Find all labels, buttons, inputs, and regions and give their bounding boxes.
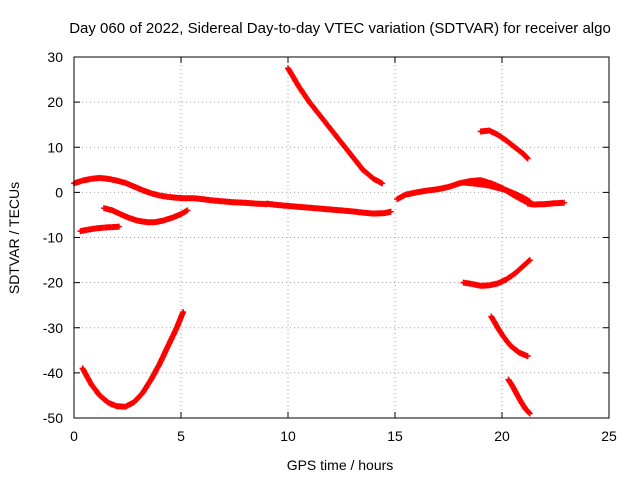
interpolated-points	[318, 113, 333, 132]
data-point	[526, 410, 533, 417]
interpolated-points	[339, 140, 355, 159]
series-track-11	[460, 257, 533, 289]
interpolated-points	[80, 366, 94, 386]
data-point	[180, 308, 187, 315]
interpolated-points	[285, 66, 301, 88]
y-tick-label: 0	[55, 184, 63, 200]
grid	[74, 57, 609, 418]
series-track-8	[460, 179, 533, 205]
y-axis-ticks: -50 -40 -30 -20 -10 0 10 20 30	[43, 49, 609, 426]
interpolated-points	[495, 326, 507, 340]
interpolated-points	[350, 154, 365, 172]
series-track-6	[285, 65, 386, 187]
interpolated-points	[174, 310, 186, 330]
interpolated-points	[504, 138, 517, 150]
interpolated-points	[504, 271, 517, 282]
y-tick-label: -20	[43, 275, 63, 291]
interpolated-points	[508, 343, 522, 355]
series-track-9	[524, 199, 568, 208]
x-tick-label: 20	[494, 428, 510, 444]
interpolated-points	[521, 258, 532, 268]
data-point	[379, 180, 386, 187]
interpolated-points	[495, 132, 509, 143]
y-tick-label: 30	[47, 49, 63, 65]
interpolated-points	[328, 127, 344, 145]
series-track-13	[505, 376, 533, 417]
data-point	[115, 223, 122, 230]
series-track-5	[79, 308, 187, 410]
x-tick-label: 10	[280, 428, 296, 444]
interpolated-points	[512, 145, 526, 157]
interpolated-points	[307, 100, 323, 118]
y-tick-label: 10	[47, 139, 63, 155]
series-track-10	[477, 127, 531, 162]
data-point	[526, 257, 533, 264]
data-point	[387, 208, 394, 215]
x-axis-ticks: 0 5 10 15 20 25	[70, 57, 617, 444]
y-tick-label: -10	[43, 230, 63, 246]
data-point	[184, 207, 191, 214]
interpolated-points	[140, 377, 154, 395]
interpolated-points	[361, 167, 376, 181]
interpolated-points	[131, 391, 145, 405]
x-tick-label: 15	[387, 428, 403, 444]
interpolated-points	[523, 406, 532, 416]
series-track-4	[100, 205, 191, 226]
data-point	[524, 353, 531, 360]
series-track-1	[71, 174, 270, 208]
interpolated-points	[514, 392, 524, 404]
interpolated-points	[89, 382, 102, 398]
y-tick-label: -30	[43, 320, 63, 336]
series-track-3	[77, 223, 122, 235]
interpolated-points	[157, 344, 171, 366]
interpolated-points	[165, 326, 180, 348]
y-tick-label: -50	[43, 410, 63, 426]
chart-title: Day 060 of 2022, Sidereal Day-to-day VTE…	[69, 20, 611, 37]
y-tick-label: -40	[43, 365, 63, 381]
y-axis-label: SDTVAR / TECUs	[6, 182, 22, 294]
series-track-12	[488, 313, 531, 360]
y-tick-label: 20	[47, 94, 63, 110]
interpolated-points	[148, 362, 162, 382]
interpolated-points	[512, 263, 526, 276]
interpolated-points	[97, 393, 111, 405]
interpolated-points	[521, 151, 530, 161]
x-axis-label: GPS time / hours	[287, 457, 394, 473]
x-tick-label: 5	[177, 428, 185, 444]
x-tick-label: 25	[601, 428, 617, 444]
interpolated-points	[296, 84, 312, 104]
series-track-2	[263, 200, 394, 217]
x-tick-label: 0	[70, 428, 78, 444]
interpolated-points	[502, 335, 513, 348]
data-point	[524, 155, 531, 162]
data-point	[561, 199, 568, 206]
data-points	[71, 65, 568, 417]
